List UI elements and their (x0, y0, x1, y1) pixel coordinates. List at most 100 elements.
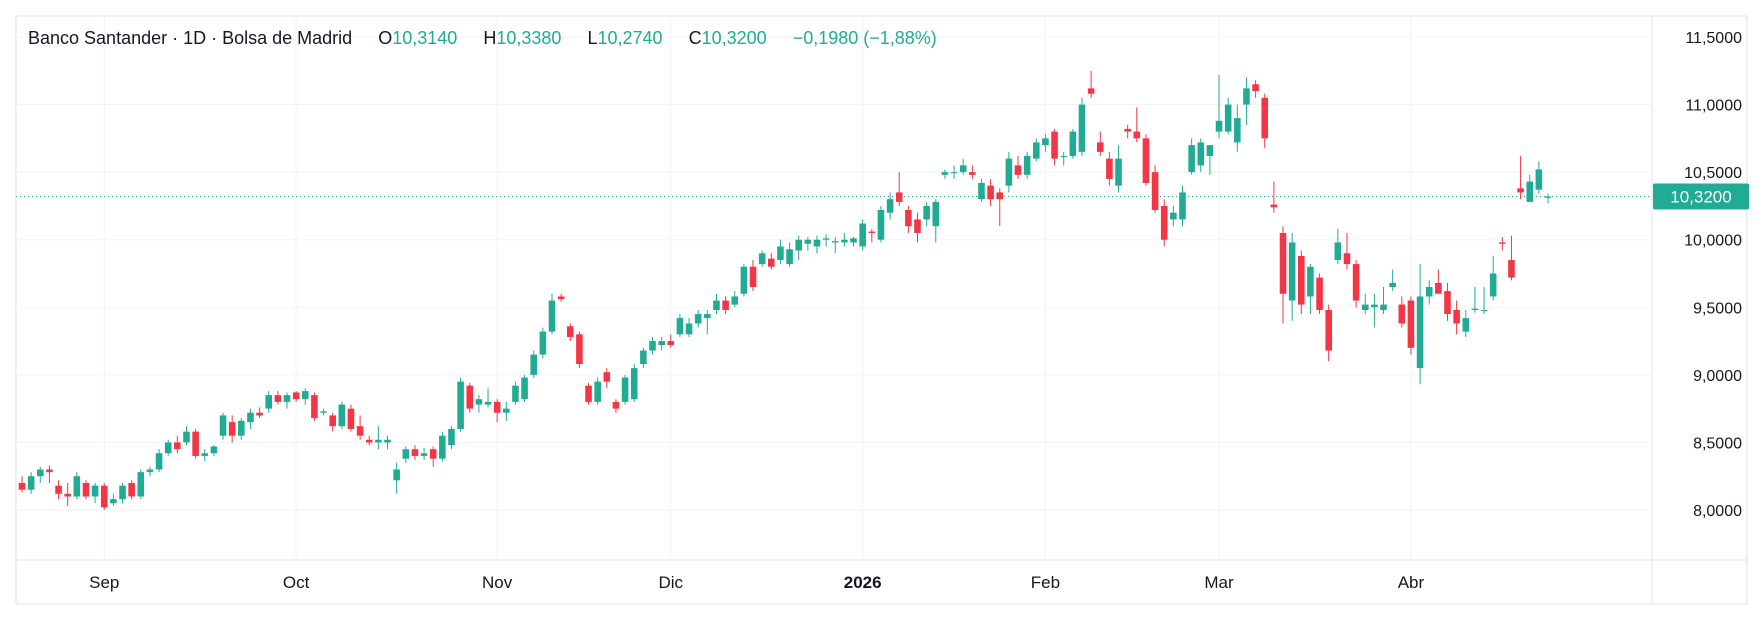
candle-body (1288, 242, 1296, 301)
candle-body (329, 415, 336, 427)
legend-change: −0,1980 (−1,88%) (792, 28, 937, 48)
candle-body (758, 253, 766, 265)
x-tick-label: Nov (482, 573, 513, 592)
legend-close-value: 10,3200 (701, 28, 767, 48)
candle-body (1060, 155, 1067, 157)
candle-body (82, 482, 90, 497)
candle-body (219, 415, 227, 436)
candle-body (585, 385, 592, 402)
candle-body (1106, 158, 1113, 179)
candle-body (831, 241, 839, 243)
candle-body (1261, 97, 1269, 139)
candle-body (36, 469, 44, 477)
candle-body (521, 377, 528, 400)
y-tick-label: 11,5000 (1685, 30, 1742, 47)
candle-body (786, 249, 793, 265)
candle-body (1270, 204, 1278, 208)
candle-body (941, 172, 949, 175)
candle-body (905, 209, 912, 227)
candle-body (274, 395, 282, 402)
candle-body (1206, 145, 1214, 156)
candle-body (484, 401, 492, 405)
candle-body (868, 231, 876, 233)
candle-body (557, 296, 565, 300)
candle-body (640, 350, 647, 365)
candle-body (950, 172, 958, 174)
candle-body (247, 412, 254, 423)
candle-body (740, 266, 748, 294)
candle-body (850, 238, 857, 243)
candle-body (1407, 300, 1415, 348)
candle-body (649, 341, 656, 351)
last-price-label: 10,3200 (1670, 187, 1731, 206)
candle-body (1307, 266, 1314, 297)
candle-body (256, 412, 263, 416)
candle-body (73, 476, 81, 497)
y-tick-label: 9,5000 (1693, 300, 1742, 317)
candle-body (1398, 304, 1406, 324)
candle-body (886, 199, 894, 213)
candle-body (384, 439, 391, 443)
candle-body (448, 428, 455, 446)
candle-body (1544, 196, 1552, 198)
legend-open-value: 10,3140 (392, 28, 458, 48)
candle-body (283, 395, 291, 402)
candle-body (722, 300, 729, 310)
candle-body (466, 385, 474, 409)
candle-body (46, 469, 53, 473)
candle-body (1371, 304, 1378, 308)
x-tick-label: Dic (658, 573, 683, 592)
legend-close-label: C (688, 28, 702, 48)
candle-body (1389, 282, 1396, 288)
candle-body (18, 482, 26, 490)
candle-body (347, 408, 355, 429)
candle-body (1234, 118, 1241, 143)
candle-body (1069, 131, 1077, 156)
candle-body (987, 185, 994, 200)
candle-body (676, 318, 684, 335)
candle-body (301, 391, 309, 400)
candle-body (64, 493, 71, 497)
candle-body (996, 192, 1004, 200)
y-tick-label: 9,0000 (1693, 368, 1742, 385)
candle-body (1535, 169, 1543, 190)
y-tick-label: 10,0000 (1684, 233, 1742, 250)
candle-body (1325, 309, 1332, 351)
candle-body (1471, 308, 1479, 310)
candle-body (978, 182, 985, 200)
y-tick-label: 10,5000 (1684, 165, 1742, 182)
legend-low-label: L (587, 28, 598, 48)
candle-body (685, 323, 693, 335)
candle-body (694, 314, 702, 324)
candle-body (1416, 296, 1424, 369)
candle-body (420, 453, 428, 456)
x-tick-label: Feb (1031, 573, 1060, 592)
candle-body (1096, 142, 1104, 152)
candle-body (1160, 205, 1168, 240)
candle-body (932, 201, 940, 227)
candle-body (91, 485, 99, 497)
legend-instrument: Banco Santander · 1D · Bolsa de Madrid (28, 28, 353, 48)
candle-body (27, 476, 35, 490)
legend-high-label: H (483, 28, 497, 48)
y-tick-label: 8,0000 (1693, 503, 1742, 520)
candle-body (1151, 172, 1159, 210)
candle-body (1343, 253, 1351, 265)
x-tick-label: Mar (1204, 573, 1234, 592)
candle-body (1508, 259, 1515, 278)
candle-body (731, 296, 739, 305)
candle-body (969, 172, 976, 175)
candle-body (210, 446, 218, 454)
candle-body (704, 314, 711, 319)
candle-body (1316, 277, 1323, 310)
candle-body (1188, 145, 1195, 173)
candle-body (1499, 242, 1506, 244)
x-tick-label: Abr (1398, 573, 1425, 592)
candle-body (1279, 232, 1287, 294)
candle-body (1297, 255, 1305, 305)
x-tick-label: Oct (283, 573, 310, 592)
candle-body (594, 381, 601, 402)
candle-body (1032, 142, 1040, 159)
candle-body (292, 392, 300, 400)
